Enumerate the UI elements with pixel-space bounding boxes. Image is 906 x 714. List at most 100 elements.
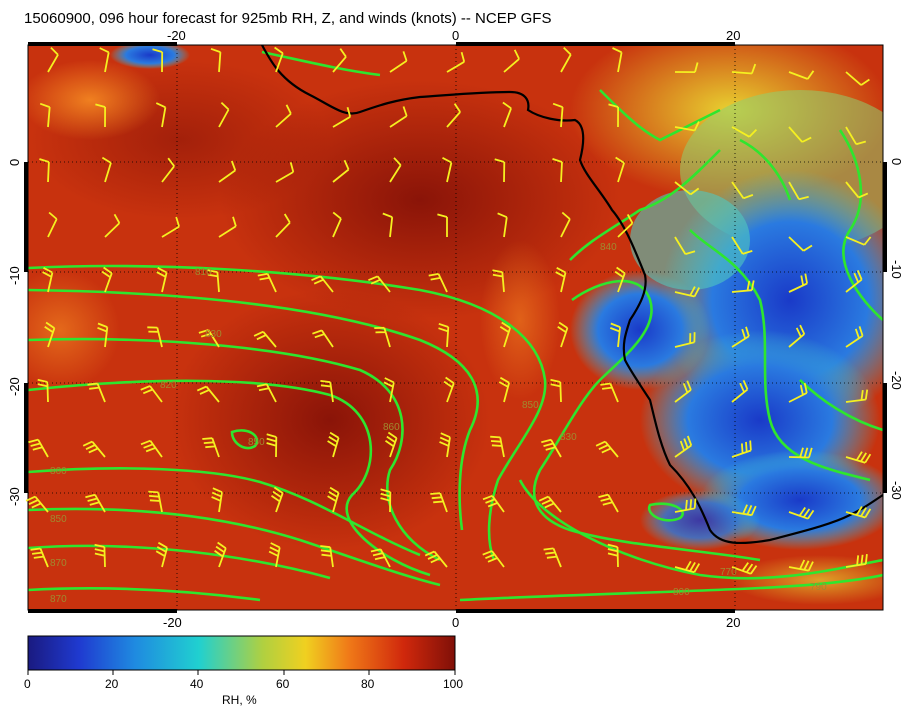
wind-barb <box>268 542 281 568</box>
wind-barb <box>198 329 220 348</box>
wind-barb <box>731 236 753 255</box>
wind-barb <box>674 62 699 73</box>
wind-barb <box>482 550 505 568</box>
height-contours <box>28 50 883 602</box>
wind-barb <box>332 106 352 128</box>
wind-barb <box>543 547 562 568</box>
wind-barb <box>25 495 49 513</box>
wind-barb <box>156 267 168 293</box>
wind-barb <box>503 49 520 73</box>
wind-barb <box>788 236 813 252</box>
wind-barb <box>552 102 564 128</box>
wind-barb <box>44 321 56 348</box>
lat-tick-right: -10 <box>889 260 904 279</box>
wind-barb <box>332 48 347 73</box>
colorbar-tick: 100 <box>443 677 463 691</box>
wind-barb <box>389 51 408 73</box>
wind-barb <box>368 275 391 293</box>
wind-barb <box>442 157 453 183</box>
colorbar-gradient <box>27 635 456 671</box>
wind-barb <box>218 160 237 183</box>
contour-label: 870 <box>50 594 67 605</box>
lat-tick-right: -30 <box>889 481 904 500</box>
wind-barb <box>211 487 223 513</box>
coastline <box>261 44 884 545</box>
wind-barbs <box>25 46 872 575</box>
wind-barb <box>383 377 395 403</box>
wind-barb <box>845 236 872 246</box>
wind-barb <box>87 382 106 403</box>
frame-ticks <box>24 42 887 613</box>
wind-barb <box>37 378 49 403</box>
wind-barb <box>788 506 815 520</box>
wind-barb <box>560 211 571 238</box>
contour-label: 830 <box>205 329 222 340</box>
contour-labels: 810 830 820 850 860 850 870 870 860 850 840 830 800 7… <box>50 242 827 605</box>
wind-barb <box>614 266 626 293</box>
wind-barb <box>555 267 567 293</box>
wind-barb <box>97 322 109 348</box>
wind-barb <box>845 554 868 568</box>
wind-barb <box>674 380 692 403</box>
wind-barb <box>674 435 693 458</box>
wind-barb <box>560 46 572 73</box>
wind-barb <box>541 438 562 458</box>
wind-barb <box>101 156 112 183</box>
wind-barb <box>482 494 505 513</box>
wind-barb <box>155 541 168 568</box>
contour-label: 850 <box>522 400 539 411</box>
lon-tick-top: 20 <box>726 28 740 43</box>
wind-barb <box>607 543 619 568</box>
wind-barb <box>275 162 295 183</box>
wind-barb <box>384 431 398 458</box>
lat-tick-left: 0 <box>7 159 22 166</box>
wind-barb <box>845 389 869 403</box>
wind-barb <box>731 562 758 575</box>
wind-barb <box>438 322 450 348</box>
wind-barb <box>332 159 350 183</box>
wind-barb <box>274 46 284 73</box>
wind-barb <box>731 63 757 75</box>
wind-barb <box>552 158 563 183</box>
lat-tick-left: -20 <box>7 377 22 396</box>
wind-barb <box>674 181 700 196</box>
wind-barb <box>253 330 277 348</box>
wind-barb <box>731 280 755 293</box>
contour-label: 770 <box>720 567 737 578</box>
wind-barb <box>788 181 809 201</box>
wind-barb <box>214 541 227 568</box>
wind-barb <box>788 382 808 403</box>
wind-barb <box>101 266 113 293</box>
wind-barb <box>550 378 562 403</box>
wind-barb <box>731 326 750 348</box>
wind-barb <box>374 326 391 348</box>
wind-barb <box>320 545 334 568</box>
contour-label: 860 <box>383 422 400 433</box>
wind-barb <box>380 488 392 513</box>
wind-barb <box>428 273 448 293</box>
wind-barb <box>497 212 508 238</box>
wind-barb <box>270 486 284 513</box>
wind-barb <box>28 438 49 458</box>
wind-barb <box>39 158 50 183</box>
wind-barb <box>845 506 872 519</box>
wind-barb <box>140 385 163 403</box>
wind-barb <box>202 437 220 458</box>
lat-tick-left: -30 <box>7 487 22 506</box>
map-frame <box>27 44 884 611</box>
wind-barb <box>39 102 51 128</box>
wind-barb <box>674 560 701 574</box>
wind-barb <box>595 440 619 458</box>
wind-barb <box>492 269 505 293</box>
wind-barb <box>82 440 106 458</box>
wind-barb <box>598 493 619 513</box>
lon-tick-top: -20 <box>167 28 186 43</box>
wind-barb <box>845 326 864 348</box>
wind-barb <box>557 321 569 348</box>
wind-barb <box>196 385 220 403</box>
wind-barb <box>218 101 230 128</box>
wind-barb <box>600 382 619 403</box>
wind-barb <box>30 547 49 568</box>
wind-barb <box>439 432 451 458</box>
wind-barb <box>674 236 696 255</box>
